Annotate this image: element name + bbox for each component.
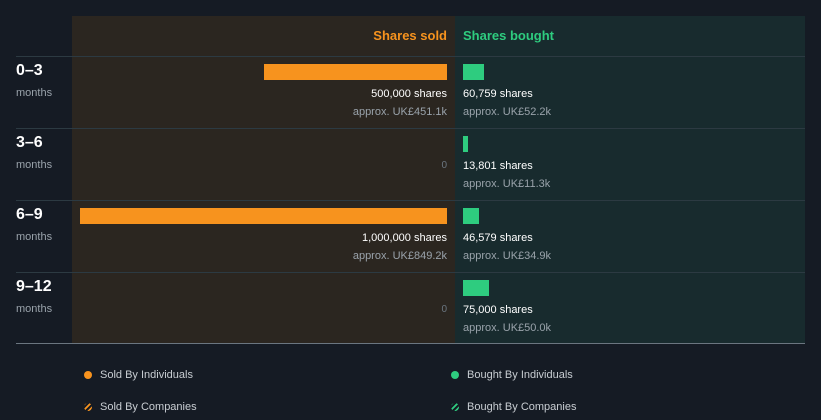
period-sublabel: months — [16, 303, 53, 315]
bought-approx-label: approx. UK£52.2k — [463, 106, 552, 118]
legend-hatched-dot-icon — [451, 403, 459, 411]
legend-sold-individuals[interactable]: Sold By Individuals — [84, 369, 193, 381]
row-divider — [16, 272, 805, 273]
sold-zero-label: 0 — [441, 304, 447, 315]
period-sublabel: months — [16, 87, 53, 99]
legend-label: Bought By Individuals — [467, 369, 573, 381]
legend-hatched-dot-icon — [84, 403, 92, 411]
legend-dot-icon — [84, 371, 92, 379]
bought-bar-6-9 — [463, 208, 480, 224]
bought-approx-label: approx. UK£34.9k — [463, 250, 552, 262]
legend-sold-companies[interactable]: Sold By Companies — [84, 401, 197, 413]
legend-bought-companies[interactable]: Bought By Companies — [451, 401, 576, 413]
sold-shares-label: 500,000 shares — [371, 88, 447, 100]
sold-bar-0-3 — [263, 64, 447, 80]
bought-shares-label: 46,579 shares — [463, 232, 533, 244]
period-sublabel: months — [16, 231, 53, 243]
period-label-9-12: 9–12 — [16, 278, 52, 295]
bought-bar-9-12 — [463, 280, 490, 296]
period-label-3-6: 3–6 — [16, 134, 43, 151]
period-label-0-3: 0–3 — [16, 62, 43, 79]
sold-zero-label: 0 — [441, 160, 447, 171]
bought-bar-3-6 — [463, 136, 468, 152]
bought-shares-label: 60,759 shares — [463, 88, 533, 100]
bought-shares-label: 75,000 shares — [463, 304, 533, 316]
bought-shares-label: 13,801 shares — [463, 160, 533, 172]
legend-label: Bought By Companies — [467, 401, 577, 413]
legend-label: Sold By Companies — [100, 401, 197, 413]
period-sublabel: months — [16, 159, 53, 171]
bought-bar-0-3 — [463, 64, 485, 80]
row-divider — [16, 56, 805, 57]
period-label-6-9: 6–9 — [16, 206, 43, 223]
bought-panel — [455, 16, 805, 343]
chart-baseline — [16, 343, 805, 344]
shares-bought-header: Shares bought — [463, 28, 555, 43]
sold-approx-label: approx. UK£849.2k — [352, 250, 447, 262]
row-divider — [16, 200, 805, 201]
shares-sold-header: Shares sold — [373, 28, 447, 43]
legend-bought-individuals[interactable]: Bought By Individuals — [451, 369, 573, 381]
sold-shares-label: 1,000,000 shares — [361, 232, 447, 244]
sold-approx-label: approx. UK£451.1k — [352, 106, 447, 118]
legend-dot-icon — [451, 371, 459, 379]
legend-label: Sold By Individuals — [100, 369, 193, 381]
row-divider — [16, 128, 805, 129]
bought-approx-label: approx. UK£50.0k — [463, 322, 552, 334]
bought-approx-label: approx. UK£11.3k — [463, 178, 551, 190]
sold-bar-6-9 — [80, 208, 447, 224]
